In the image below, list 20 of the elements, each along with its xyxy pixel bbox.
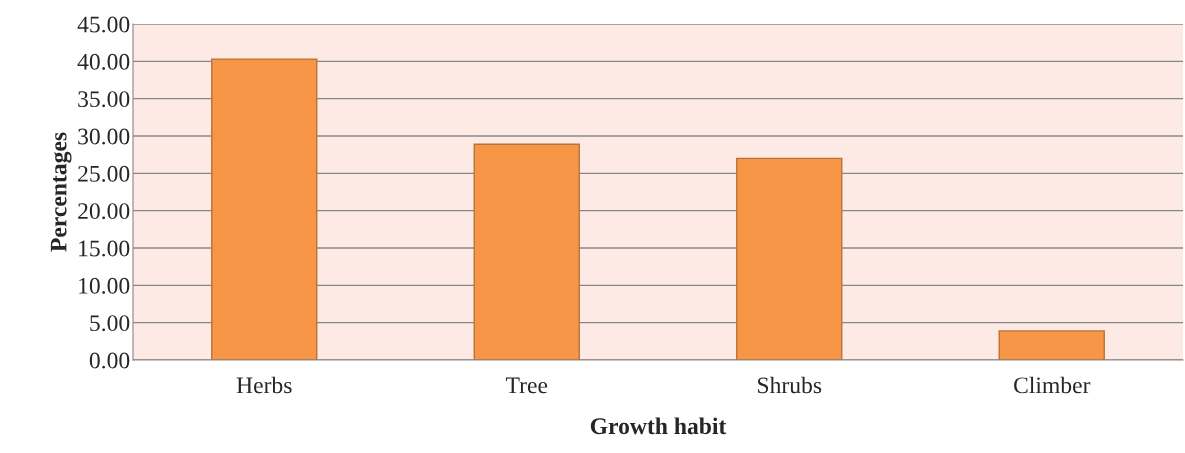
x-tick-label: Tree [505,377,548,394]
y-tick-label: 30.00 [78,128,130,145]
x-tick-label: Shrubs [758,376,822,394]
y-axis-title: Percentages [50,132,72,252]
y-tick-label: 20.00 [78,203,130,220]
y-tick-label: 5.00 [90,315,130,332]
bar [211,58,318,360]
y-tick-label: 0.00 [89,352,130,369]
y-tick-label: 10.00 [79,277,130,294]
x-tick-label: Herbs [236,376,292,394]
x-tick-label: Climber [1014,376,1091,394]
y-tick-label: 35.00 [78,91,130,108]
y-tick-label: 25.00 [78,165,130,182]
y-tick-label: 40.00 [77,53,130,70]
bar [736,157,843,360]
y-tick-label: 45.00 [77,16,130,33]
bar [473,143,580,360]
y-tick-label: 15.00 [79,240,130,257]
x-axis-title: Growth habit [590,417,727,435]
bar [998,330,1105,360]
